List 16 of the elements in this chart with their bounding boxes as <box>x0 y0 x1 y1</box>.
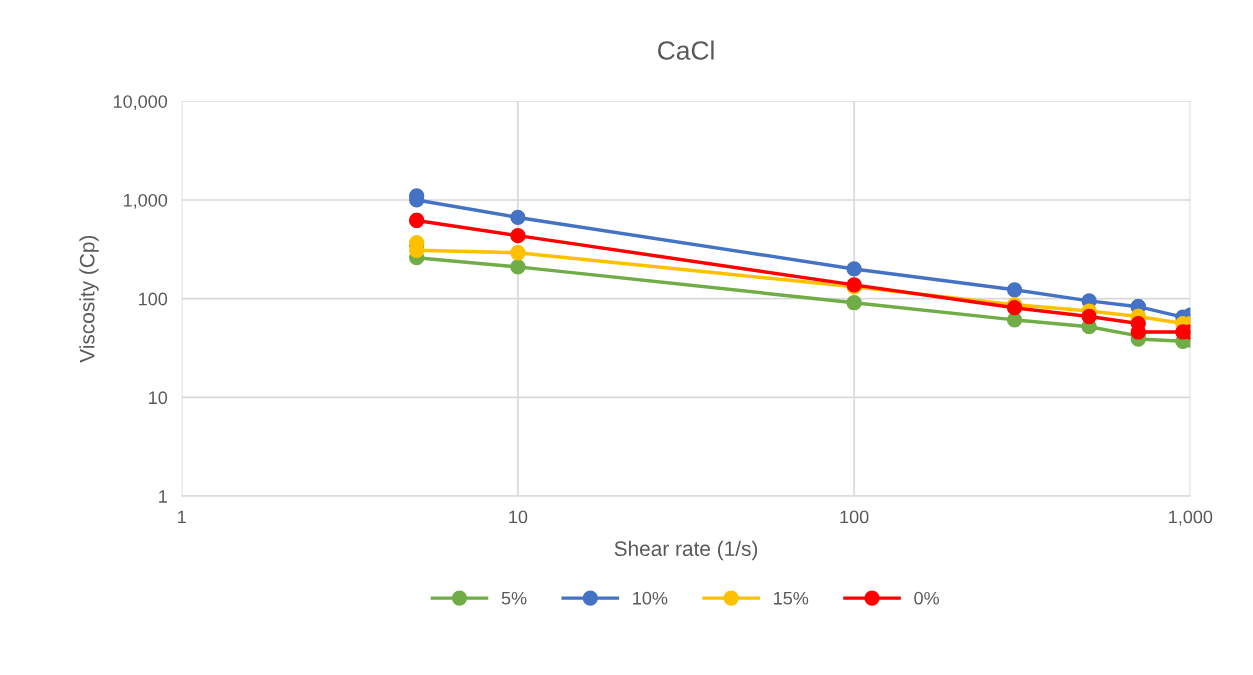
x-tick-label: 1 <box>178 510 186 524</box>
y-tick-label: 100 <box>139 292 168 306</box>
y-axis-title: Viscosity (Cp) <box>79 235 99 363</box>
x-tick-label: 100 <box>840 510 869 524</box>
x-axis-title: Shear rate (1/s) <box>614 540 758 561</box>
x-tick-label: 1,000 <box>1169 510 1213 526</box>
chart-title: CaCl <box>658 40 714 60</box>
y-tick-label: 10 <box>149 391 168 405</box>
legend-label: 10% <box>633 591 668 605</box>
legend-label: 5% <box>501 591 527 605</box>
y-tick-label: 1 <box>159 490 167 503</box>
y-tick-label: 10,000 <box>113 95 168 111</box>
y-tick-label: 1,000 <box>123 193 168 209</box>
x-tick-label: 10 <box>509 510 528 524</box>
legend-label: 0% <box>914 591 939 605</box>
legend-label: 15% <box>774 591 809 605</box>
